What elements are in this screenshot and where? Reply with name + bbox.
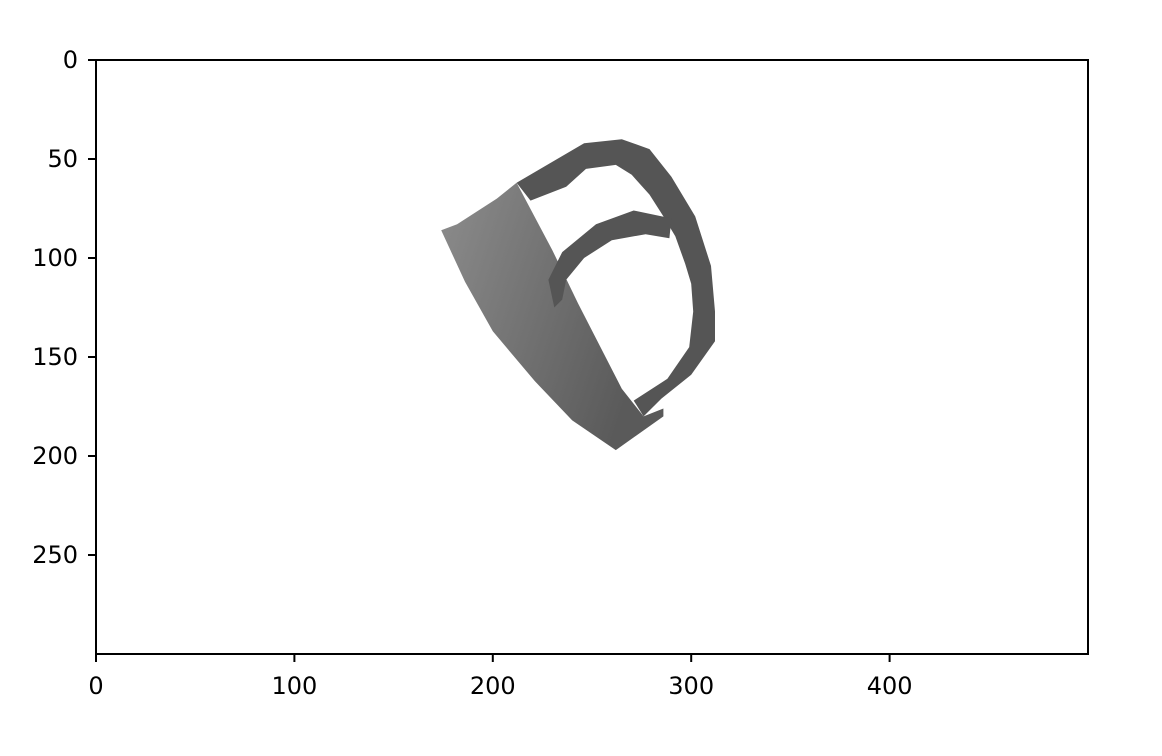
image-shape-inner-ring [548, 210, 672, 308]
y-tick-label: 250 [32, 541, 78, 569]
x-tick-label: 0 [88, 672, 103, 700]
y-tick-label: 50 [47, 145, 78, 173]
y-tick-label: 0 [63, 46, 78, 74]
x-tick-label: 100 [271, 672, 317, 700]
y-tick-label: 150 [32, 343, 78, 371]
image-layer [441, 139, 715, 451]
y-tick-label: 200 [32, 442, 78, 470]
x-tick-label: 400 [867, 672, 913, 700]
image-shape-slab [441, 182, 664, 451]
y-axis: 0 50 100 150 200 250 [32, 46, 96, 569]
x-tick-label: 200 [470, 672, 516, 700]
x-axis: 0 100 200 300 400 [88, 654, 913, 700]
y-tick-label: 100 [32, 244, 78, 272]
x-tick-label: 300 [668, 672, 714, 700]
image-shape-outer-ring-upper [516, 139, 715, 417]
